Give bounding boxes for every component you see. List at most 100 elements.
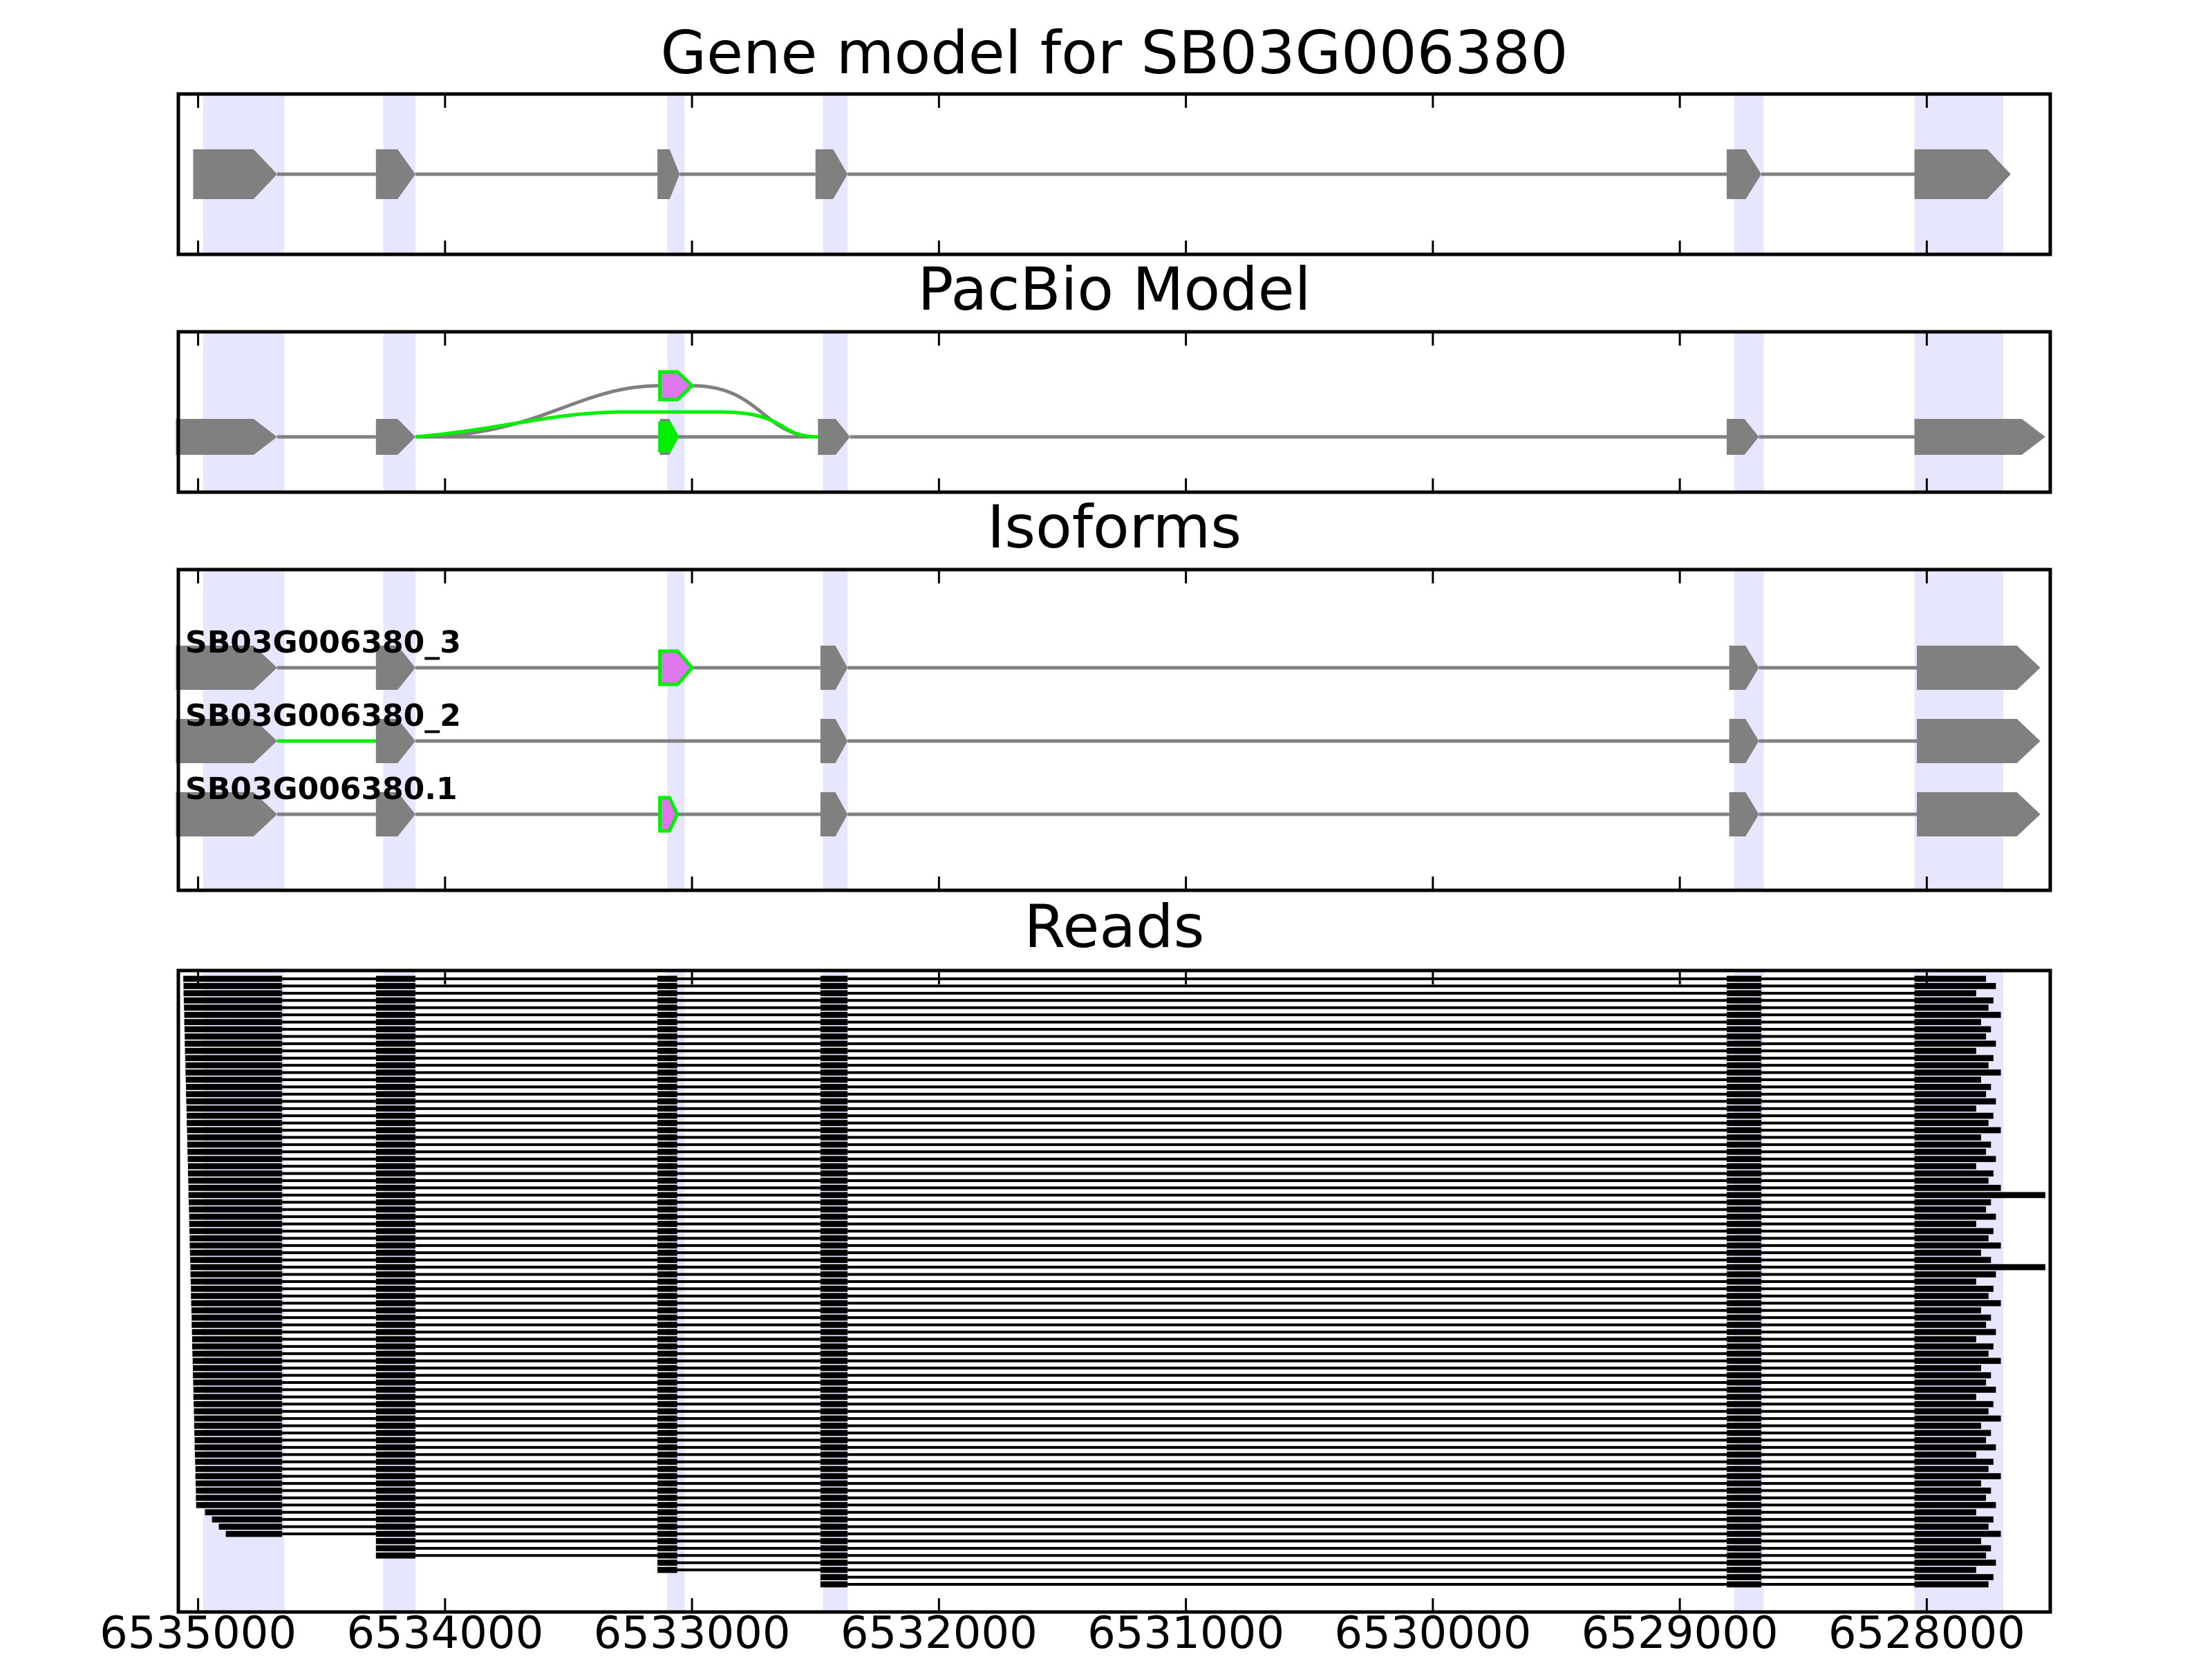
read-block bbox=[1726, 1552, 1762, 1559]
read-block bbox=[657, 1300, 677, 1306]
novel-exon bbox=[658, 370, 695, 402]
read-block bbox=[820, 1026, 848, 1033]
read-block bbox=[657, 1127, 677, 1134]
read-block bbox=[1726, 1084, 1762, 1090]
read-block bbox=[189, 1206, 283, 1213]
read-block bbox=[187, 1148, 283, 1155]
read-block bbox=[375, 1134, 415, 1141]
read-block bbox=[375, 1242, 415, 1249]
read-block bbox=[820, 1084, 848, 1090]
read-block bbox=[185, 1033, 283, 1040]
read-block bbox=[657, 1559, 677, 1566]
read-block bbox=[194, 1437, 283, 1443]
read-block bbox=[1914, 1459, 1994, 1465]
read-block bbox=[657, 1278, 677, 1285]
read-block bbox=[183, 983, 283, 989]
read-block bbox=[657, 1047, 677, 1054]
read-block bbox=[375, 1011, 415, 1018]
read-block bbox=[820, 1538, 848, 1544]
read-block bbox=[820, 1437, 848, 1443]
reads-title: Reads bbox=[1024, 892, 1205, 962]
read-block bbox=[375, 1501, 415, 1508]
read-block bbox=[820, 1358, 848, 1365]
isoform-label: SB03G006380_2 bbox=[185, 698, 461, 733]
read-block bbox=[820, 1105, 848, 1112]
read-block bbox=[375, 1213, 415, 1220]
read-block bbox=[1726, 1488, 1762, 1494]
read-block bbox=[1914, 1566, 1976, 1573]
read-block bbox=[820, 1047, 848, 1054]
read-block bbox=[1726, 1408, 1762, 1415]
read-block bbox=[820, 1336, 848, 1342]
read-block bbox=[183, 975, 283, 982]
read-block bbox=[375, 1271, 415, 1277]
splice-arc-green bbox=[415, 410, 818, 439]
read-block bbox=[820, 1148, 848, 1155]
isoforms-panel: SB03G006380_3 SB03G006380_2 SB03G006380.1 bbox=[176, 568, 2052, 892]
read-block bbox=[193, 1365, 283, 1371]
read-block bbox=[657, 1040, 677, 1047]
read-block bbox=[194, 1451, 283, 1458]
read-block bbox=[657, 990, 677, 997]
read-block bbox=[192, 1358, 283, 1365]
exon bbox=[1914, 149, 2011, 199]
read-block bbox=[375, 1278, 415, 1285]
read-block bbox=[820, 1228, 848, 1235]
read-block bbox=[186, 1098, 283, 1105]
read-block bbox=[1914, 1488, 1991, 1494]
read-block bbox=[1726, 1516, 1762, 1523]
read-block bbox=[1726, 1040, 1762, 1047]
x-tick-label: 6528000 bbox=[1828, 1608, 2025, 1659]
exon bbox=[1729, 719, 1759, 763]
read-block bbox=[1914, 975, 1987, 982]
read-block bbox=[820, 1300, 848, 1306]
read-block bbox=[375, 1040, 415, 1047]
read-block bbox=[1914, 990, 1976, 997]
read-block bbox=[375, 1177, 415, 1184]
exon bbox=[176, 792, 277, 836]
read-block bbox=[1914, 1307, 1981, 1314]
read-block bbox=[657, 1423, 677, 1429]
read-block bbox=[1914, 1163, 1976, 1170]
read-block bbox=[820, 1177, 848, 1184]
read-block bbox=[1726, 1098, 1762, 1105]
read-block bbox=[657, 1120, 677, 1126]
read-block bbox=[657, 1451, 677, 1458]
read-block bbox=[1726, 1372, 1762, 1378]
read-block bbox=[375, 1019, 415, 1025]
read-block bbox=[1914, 1451, 1976, 1458]
read-block bbox=[1726, 1538, 1762, 1544]
read-block bbox=[820, 1509, 848, 1516]
read-block bbox=[657, 1538, 677, 1544]
read-block bbox=[657, 1494, 677, 1501]
read-block bbox=[188, 1192, 283, 1199]
read-block bbox=[657, 1185, 677, 1191]
read-block bbox=[375, 1322, 415, 1328]
read-block bbox=[192, 1343, 283, 1350]
read-block bbox=[193, 1372, 283, 1378]
read-block bbox=[657, 1465, 677, 1472]
read-block bbox=[657, 1437, 677, 1443]
read-block bbox=[1914, 1358, 2001, 1365]
read-block bbox=[375, 1004, 415, 1011]
read-block bbox=[1726, 1026, 1762, 1033]
read-block bbox=[375, 1408, 415, 1415]
read-block bbox=[1914, 1120, 1989, 1126]
read-block bbox=[1726, 1249, 1762, 1256]
read-block bbox=[1726, 1336, 1762, 1342]
read-block bbox=[1914, 1278, 1976, 1285]
read-block bbox=[185, 1062, 283, 1069]
read-block bbox=[820, 1004, 848, 1011]
read-block bbox=[187, 1120, 283, 1126]
read-block bbox=[820, 1141, 848, 1148]
read-block bbox=[657, 1177, 677, 1184]
read-block bbox=[820, 1566, 848, 1573]
read-block bbox=[1726, 1465, 1762, 1472]
read-block bbox=[657, 1322, 677, 1328]
exon bbox=[1729, 646, 1759, 690]
read-block bbox=[820, 1242, 848, 1249]
read-block bbox=[375, 1488, 415, 1494]
read-block bbox=[820, 1545, 848, 1552]
read-block bbox=[820, 1033, 848, 1040]
read-block bbox=[1914, 1336, 1976, 1342]
